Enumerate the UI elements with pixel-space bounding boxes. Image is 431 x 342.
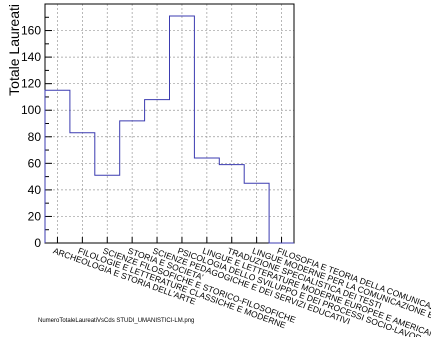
data-series <box>44 15 294 244</box>
y-tick-label: 60 <box>28 156 42 170</box>
filename-caption: NumeroTotaleLaureatiVsCds STUDI_UMANISTI… <box>38 318 195 324</box>
y-tick-label: 0 <box>34 236 41 250</box>
bar <box>95 175 120 243</box>
y-tick-label: 40 <box>28 183 42 197</box>
y-tick-label: 80 <box>28 130 42 144</box>
bar <box>145 100 170 243</box>
bar <box>120 121 145 243</box>
bar <box>170 16 195 243</box>
y-tick-label: 100 <box>21 103 41 117</box>
bar <box>219 165 244 243</box>
histogram-series-line <box>44 15 294 244</box>
y-tick-label: 20 <box>28 209 42 223</box>
y-tick-label: 140 <box>21 50 41 64</box>
y-axis-label: Totale Laureati <box>6 4 22 96</box>
bar <box>244 183 269 243</box>
y-tick-label: 160 <box>21 24 41 38</box>
bar <box>45 90 70 243</box>
y-tick-label: 120 <box>21 77 41 91</box>
bar <box>70 133 95 243</box>
bar <box>194 158 219 243</box>
